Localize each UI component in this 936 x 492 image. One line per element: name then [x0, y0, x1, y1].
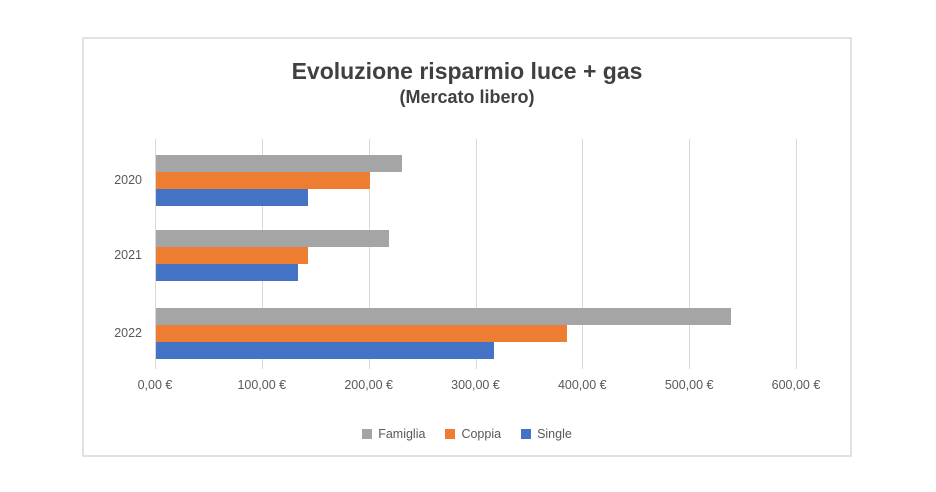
y-axis-label-2020: 2020: [114, 173, 142, 187]
legend-item-coppia: Coppia: [445, 427, 501, 441]
value-axis-line: [155, 139, 156, 369]
x-axis-tick-label: 300,00 €: [451, 378, 500, 392]
x-axis-tick-label: 0,00 €: [137, 378, 173, 392]
legend-swatch-coppia: [445, 429, 456, 439]
bar-coppia-2020: [156, 172, 370, 189]
bar-coppia-2022: [156, 325, 568, 342]
x-axis-tick-label: 600,00 €: [771, 378, 821, 392]
bar-single-2022: [156, 342, 494, 359]
bar-coppia-2021: [156, 247, 308, 264]
gridline: [689, 139, 691, 369]
chart-subtitle: (Mercato libero): [399, 87, 535, 107]
bar-single-2020: [156, 189, 308, 206]
legend: Famiglia Coppia Single: [84, 427, 850, 441]
x-axis-tick-label: 200,00 €: [344, 378, 394, 392]
legend-label-single: Single: [537, 427, 572, 441]
legend-item-famiglia: Famiglia: [362, 427, 425, 441]
y-axis-label-2021: 2021: [114, 248, 142, 262]
bar-famiglia-2020: [156, 155, 402, 172]
legend-label-famiglia: Famiglia: [378, 427, 426, 441]
y-axis-label-2022: 2022: [114, 326, 142, 340]
x-axis-tick-label: 100,00 €: [237, 378, 287, 392]
gridline: [796, 139, 797, 369]
gridline: [368, 139, 370, 369]
chart-area: Evoluzione risparmio luce + gas (Mercato…: [82, 37, 852, 457]
x-axis-tick-label: 400,00 €: [557, 378, 607, 392]
legend-swatch-single: [521, 429, 532, 439]
legend-label-coppia: Coppia: [461, 427, 502, 441]
legend-item-single: Single: [521, 427, 572, 441]
plot-area: 0,00 € 100,00 € 200,00 € 300,00 € 400,00 € 50…: [84, 39, 850, 455]
chart-title: Evoluzione risparmio luce + gas: [291, 58, 643, 84]
bar-single-2021: [156, 264, 299, 281]
gridline: [475, 139, 477, 369]
gridline: [582, 139, 584, 369]
legend-swatch-famiglia: [362, 429, 373, 439]
x-axis-tick-label: 500,00 €: [664, 378, 714, 392]
bar-famiglia-2021: [156, 230, 389, 247]
bar-famiglia-2022: [156, 308, 731, 325]
